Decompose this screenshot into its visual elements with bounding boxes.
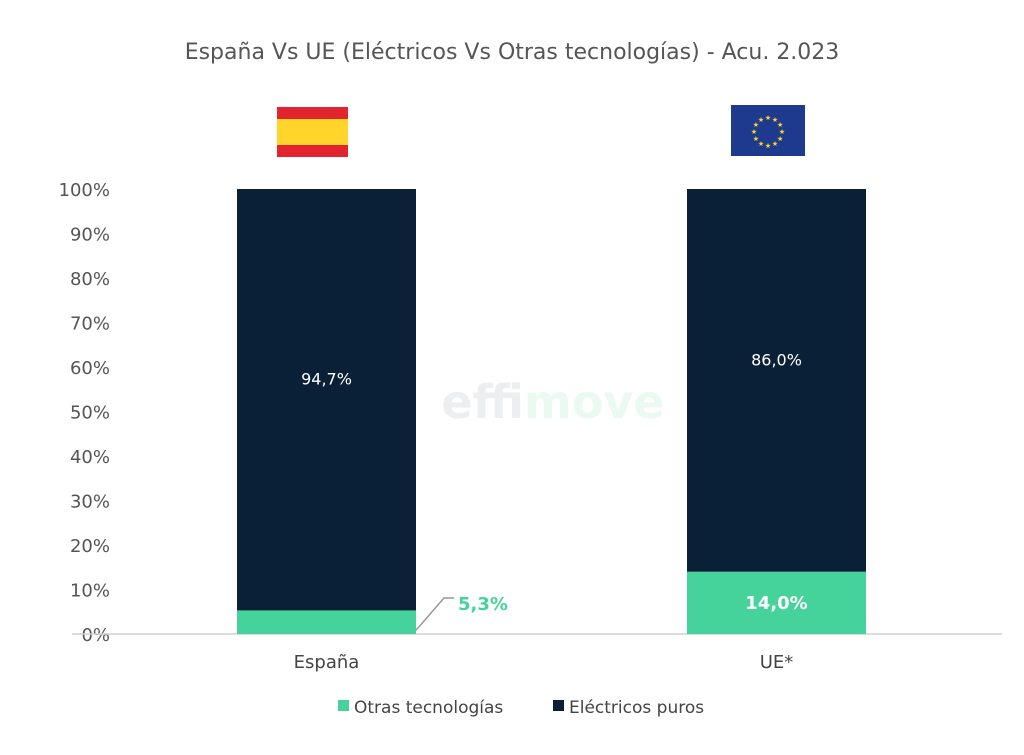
eu-star-icon: ★ <box>753 121 759 129</box>
y-tick-label: 100% <box>59 180 110 201</box>
bar-otras-1 <box>687 571 866 634</box>
eu-star-icon: ★ <box>779 128 785 136</box>
legend-label: Otras tecnologías <box>354 698 503 718</box>
data-label: 14,0% <box>745 593 807 614</box>
eu-star-icon: ★ <box>777 121 783 129</box>
eu-star-icon: ★ <box>753 135 759 143</box>
bar-electricos-0 <box>237 189 416 611</box>
eu-star-icon: ★ <box>765 142 771 150</box>
x-tick-label: UE* <box>760 652 794 673</box>
y-tick-label: 0% <box>81 625 110 646</box>
eu-star-icon: ★ <box>777 135 783 143</box>
watermark: effimove <box>441 375 664 429</box>
bar-otras-0 <box>237 610 416 634</box>
y-tick-label: 20% <box>70 536 110 557</box>
y-tick-label: 40% <box>70 447 110 468</box>
eu-star-icon: ★ <box>751 128 757 136</box>
y-tick-label: 70% <box>70 314 110 335</box>
data-label: 5,3% <box>458 594 508 615</box>
y-tick-label: 10% <box>70 581 110 602</box>
data-label: 94,7% <box>301 370 352 389</box>
x-tick-label: España <box>294 652 360 673</box>
legend-swatch <box>553 700 564 711</box>
data-label: 86,0% <box>751 350 802 369</box>
eu-star-icon: ★ <box>772 140 778 148</box>
spain-flag-yellow-band <box>277 119 348 145</box>
legend-label: Eléctricos puros <box>569 698 704 718</box>
eu-star-icon: ★ <box>758 140 764 148</box>
leader-line <box>415 597 454 631</box>
eu-star-icon: ★ <box>772 116 778 124</box>
y-tick-label: 90% <box>70 225 110 246</box>
bar-electricos-1 <box>687 189 866 572</box>
y-tick-label: 60% <box>70 358 110 379</box>
eu-star-icon: ★ <box>765 114 771 122</box>
chart-title: España Vs UE (Eléctricos Vs Otras tecnol… <box>184 40 840 65</box>
legend-swatch <box>338 700 349 711</box>
eu-star-icon: ★ <box>758 116 764 124</box>
eu-flag <box>731 105 805 156</box>
y-tick-label: 30% <box>70 492 110 513</box>
y-tick-label: 80% <box>70 269 110 290</box>
y-tick-label: 50% <box>70 403 110 424</box>
